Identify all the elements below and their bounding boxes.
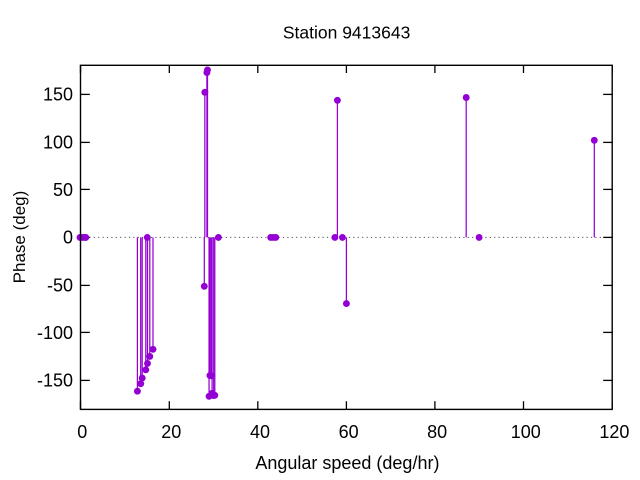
svg-text:-100: -100 <box>37 323 73 343</box>
svg-text:120: 120 <box>599 422 629 442</box>
svg-text:100: 100 <box>43 132 73 152</box>
svg-text:-150: -150 <box>37 371 73 391</box>
svg-text:80: 80 <box>427 422 447 442</box>
svg-text:60: 60 <box>339 422 359 442</box>
svg-text:150: 150 <box>43 85 73 105</box>
svg-text:40: 40 <box>250 422 270 442</box>
svg-text:0: 0 <box>77 422 87 442</box>
svg-text:Phase (deg): Phase (deg) <box>10 191 29 284</box>
svg-text:20: 20 <box>161 422 181 442</box>
svg-text:0: 0 <box>63 228 73 248</box>
svg-text:Station 9413643: Station 9413643 <box>283 23 410 43</box>
svg-text:-50: -50 <box>47 275 73 295</box>
svg-text:50: 50 <box>53 180 73 200</box>
svg-text:Angular speed (deg/hr): Angular speed (deg/hr) <box>255 453 439 473</box>
svg-text:100: 100 <box>511 422 541 442</box>
